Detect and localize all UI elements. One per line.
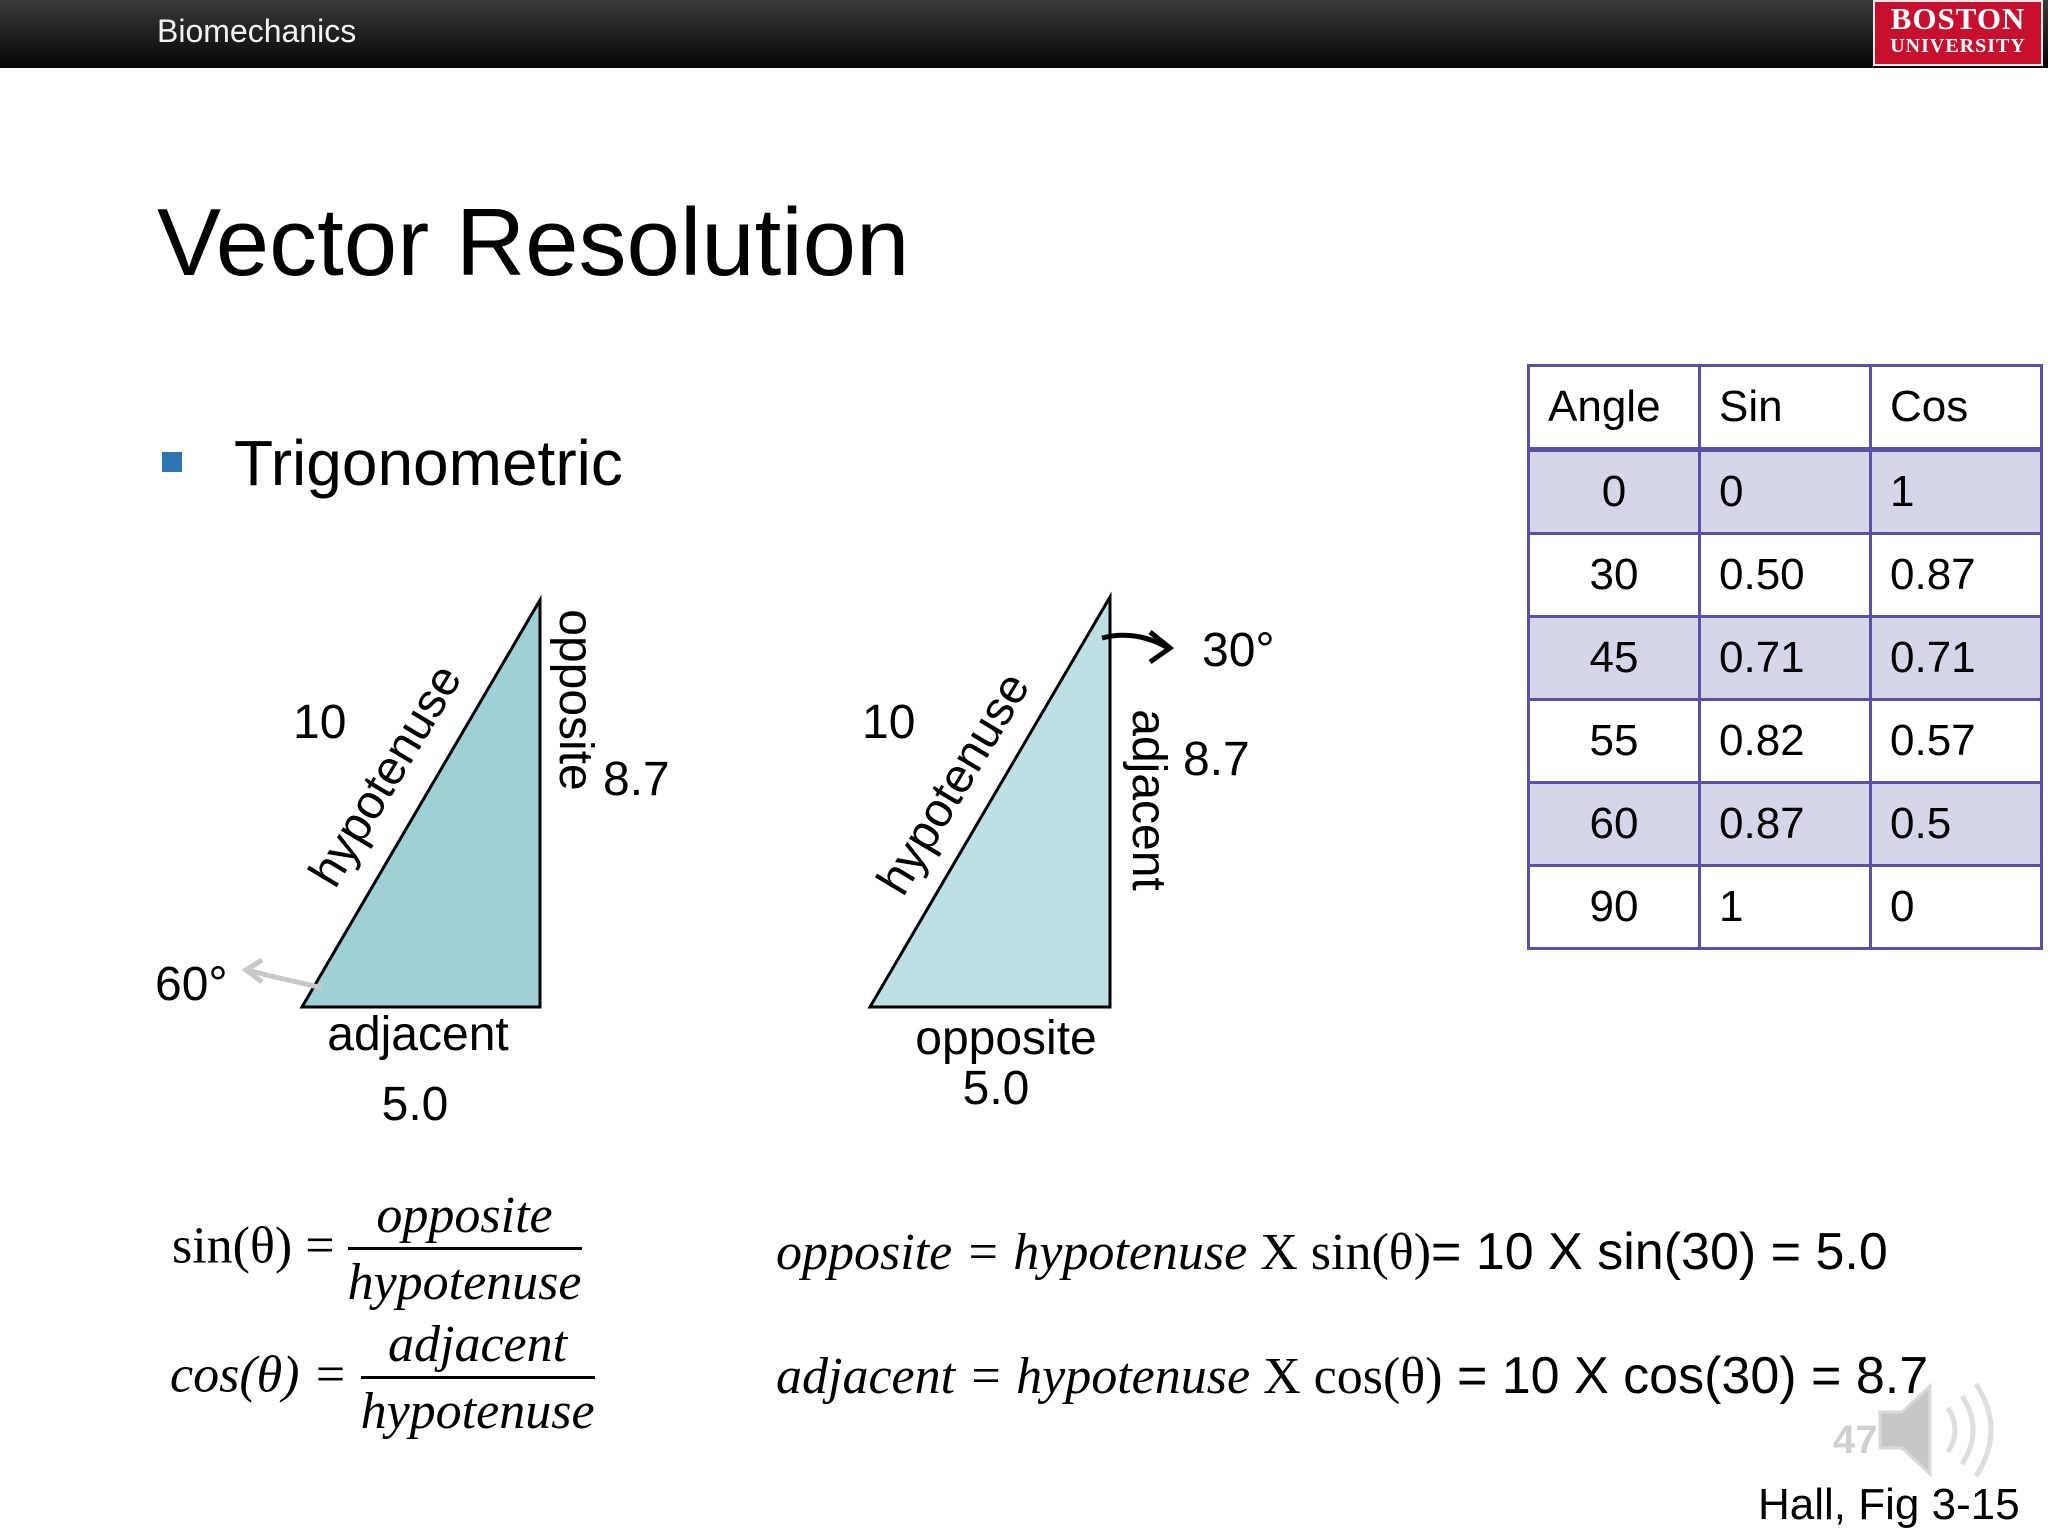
cell-angle: 30	[1527, 532, 1701, 618]
cell-cos: 0	[1869, 864, 2043, 950]
t2-base-value: 5.0	[963, 1062, 1030, 1115]
t2-base-label: opposite	[915, 1012, 1096, 1065]
t1-angle-arrow	[247, 967, 323, 991]
cell-cos: 0.57	[1869, 698, 2043, 784]
triangle-1	[299, 594, 542, 1009]
cell-sin: 0.82	[1698, 698, 1872, 784]
t2-vert-label: adjacent	[1122, 709, 1175, 890]
cell-cos: 0.71	[1869, 615, 2043, 701]
course-title: Biomechanics	[157, 13, 357, 49]
t1-angle-arrowhead	[241, 957, 264, 984]
t2-vert-value: 8.7	[1183, 733, 1250, 786]
table-row: 90 1 0	[1527, 864, 2043, 950]
table-row: 55 0.82 0.57	[1527, 698, 2043, 784]
adjacent-equation: adjacent = hypotenuse X cos(θ) = 10 X co…	[776, 1346, 1928, 1406]
eq2-part-a: adjacent = hypotenuse	[776, 1348, 1251, 1405]
cell-angle: 55	[1527, 698, 1701, 784]
sin-definition: sin(θ) = opposite hypotenuse	[172, 1185, 582, 1316]
trig-table: Angle Sin Cos 0 0 1 30 0.50 0.87 45 0.71…	[1527, 364, 2043, 950]
sin-fraction: opposite hypotenuse	[347, 1185, 582, 1316]
eq1-part-b: X sin(θ)	[1247, 1224, 1432, 1281]
bullet-text: Trigonometric	[234, 427, 623, 499]
cell-cos: 0.5	[1869, 781, 2043, 867]
cell-angle: 0	[1527, 448, 1701, 535]
logo-line-2: UNIVERSITY	[1890, 35, 2026, 57]
slide-title: Vector Resolution	[157, 189, 910, 296]
header-angle: Angle	[1527, 364, 1701, 452]
opposite-equation: opposite = hypotenuse X sin(θ)= 10 X sin…	[776, 1222, 1888, 1282]
table-row: 60 0.87 0.5	[1527, 781, 2043, 867]
t1-vert-value: 8.7	[603, 753, 670, 806]
cell-sin: 0.71	[1698, 615, 1872, 701]
t2-angle-arrowhead	[1148, 630, 1175, 665]
t2-hyp-value: 10	[862, 696, 915, 749]
cos-denominator: hypotenuse	[360, 1383, 595, 1440]
cos-definition: cos(θ) = adjacent hypotenuse	[170, 1314, 595, 1445]
table-row: 30 0.50 0.87	[1527, 532, 2043, 618]
table-row: 45 0.71 0.71	[1527, 615, 2043, 701]
cos-numerator: adjacent	[360, 1314, 595, 1379]
speaker-icon[interactable]	[1878, 1382, 1994, 1478]
triangle-2	[867, 591, 1112, 1009]
table-header-row: Angle Sin Cos	[1527, 364, 2043, 452]
t1-angle: 60°	[155, 958, 228, 1011]
header-bar: Biomechanics BOSTON UNIVERSITY	[0, 0, 2048, 68]
cell-sin: 0	[1698, 448, 1872, 535]
cell-angle: 90	[1527, 864, 1701, 950]
cos-lhs: cos(θ) =	[170, 1346, 348, 1404]
cell-sin: 0.50	[1698, 532, 1872, 618]
t1-base-value: 5.0	[382, 1078, 449, 1131]
eq1-part-c: = 10 X sin(30) = 5.0	[1431, 1223, 1888, 1281]
logo-line-1: BOSTON	[1890, 1, 2026, 36]
sin-lhs: sin(θ) =	[172, 1217, 335, 1275]
eq2-part-b: X cos(θ)	[1250, 1348, 1443, 1405]
cell-angle: 60	[1527, 781, 1701, 867]
cell-sin: 1	[1698, 864, 1872, 950]
slide-number: 47	[1833, 1418, 1878, 1462]
table-row: 0 0 1	[1527, 448, 2043, 535]
eq2-part-c: = 10 X cos(30) = 8.7	[1442, 1347, 1929, 1405]
figure-citation: Hall, Fig 3-15	[1758, 1480, 2020, 1529]
t1-base-label: adjacent	[327, 1008, 508, 1061]
cos-fraction: adjacent hypotenuse	[360, 1314, 595, 1445]
cell-sin: 0.87	[1698, 781, 1872, 867]
t1-vert-label: opposite	[549, 609, 602, 790]
header-sin: Sin	[1698, 364, 1872, 452]
cell-angle: 45	[1527, 615, 1701, 701]
header-cos: Cos	[1869, 364, 2043, 452]
cell-cos: 1	[1869, 448, 2043, 535]
t2-angle: 30°	[1202, 624, 1275, 677]
eq1-part-a: opposite = hypotenuse	[776, 1224, 1248, 1281]
t1-hyp-value: 10	[293, 696, 346, 749]
university-logo: BOSTON UNIVERSITY	[1873, 0, 2043, 66]
sin-denominator: hypotenuse	[347, 1254, 582, 1311]
bullet-marker	[162, 452, 182, 472]
sin-numerator: opposite	[347, 1185, 582, 1250]
cell-cos: 0.87	[1869, 532, 2043, 618]
